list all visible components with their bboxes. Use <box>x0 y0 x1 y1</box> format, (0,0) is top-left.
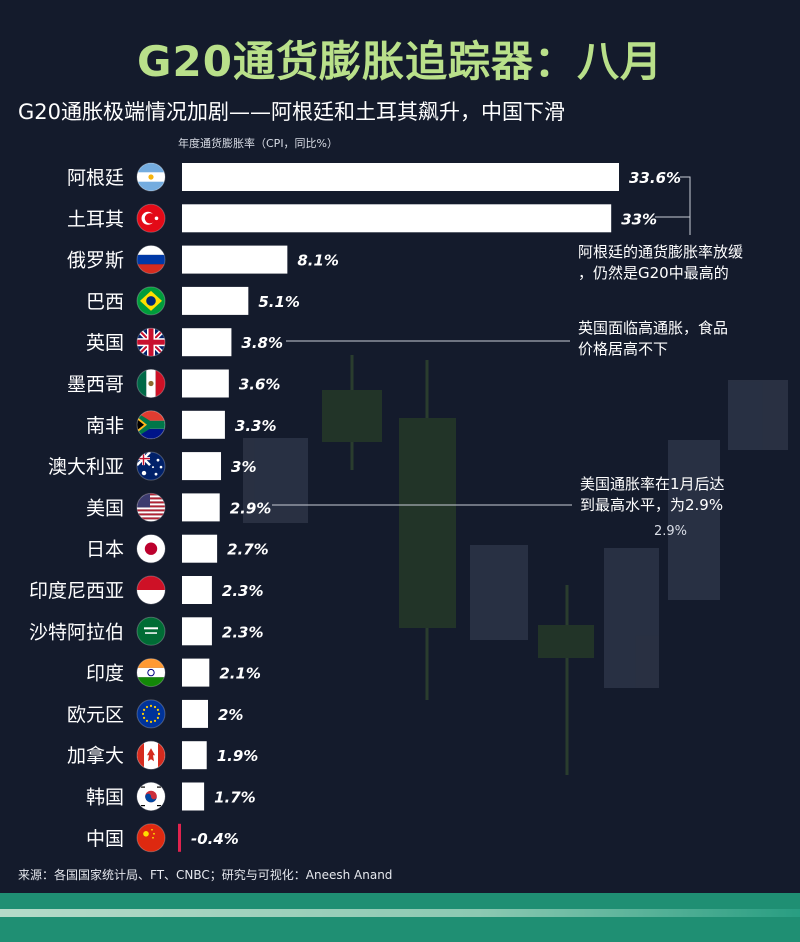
data-label: 1.7% <box>214 789 256 807</box>
category-label: 日本 <box>86 539 124 561</box>
data-label: 2% <box>218 706 243 724</box>
flag-brazil-icon <box>136 286 166 316</box>
data-label: 2.9% <box>230 499 272 517</box>
flag-turkey-icon <box>136 203 166 233</box>
category-label: 俄罗斯 <box>67 250 124 272</box>
data-label: 1.9% <box>217 747 259 765</box>
category-label: 土耳其 <box>67 208 124 230</box>
annotation-uk-line1: 英国面临高通胀，食品 <box>578 319 729 337</box>
category-label: 墨西哥 <box>67 374 124 396</box>
flag-south-africa-icon <box>136 410 166 440</box>
flag-saudi-arabia-icon <box>136 616 166 646</box>
category-label: 欧元区 <box>67 704 124 726</box>
bar <box>182 576 212 604</box>
bar <box>182 658 210 687</box>
bar <box>182 410 225 439</box>
bar <box>182 617 212 646</box>
bar <box>182 204 612 233</box>
annotation-argentina-line2: ，仍然是G20中最高的 <box>578 264 729 282</box>
bar <box>178 823 181 852</box>
data-label: 2.7% <box>227 541 269 559</box>
data-label: -0.4% <box>191 830 239 848</box>
flag-indonesia-icon <box>136 575 166 605</box>
flag-india-icon <box>136 658 166 688</box>
flag-usa-icon <box>136 492 166 522</box>
flag-australia-icon <box>136 451 166 481</box>
category-label: 韩国 <box>86 787 124 809</box>
annotation-usa: 美国通胀率在1月后达 到最高水平，为2.9% <box>580 474 725 516</box>
data-label: 3.8% <box>241 334 283 352</box>
bar <box>182 163 619 191</box>
source-note: 来源：各国国家统计局、FT、CNBC；研究与可视化：Aneesh Anand <box>18 868 393 882</box>
category-label: 中国 <box>86 828 124 850</box>
flag-canada-icon <box>136 740 166 770</box>
annotation-uk-line2: 价格居高不下 <box>578 340 669 358</box>
data-label: 33% <box>621 210 657 228</box>
flag-argentina-icon <box>136 162 166 192</box>
flag-south-korea-icon <box>136 782 166 811</box>
flag-russia-icon <box>136 245 166 275</box>
category-label: 英国 <box>86 332 124 354</box>
bar <box>182 741 207 770</box>
bar <box>182 782 205 811</box>
bar-chart: 阿根廷 33.6% 土耳其 33% 俄罗斯 8.1% 巴西 5.1% 英国 3.8% 墨西哥 3.6%… <box>29 162 681 853</box>
bar <box>182 286 249 315</box>
category-label: 南非 <box>86 415 124 437</box>
data-label: 3% <box>231 458 256 476</box>
flag-china-icon <box>136 823 166 853</box>
chart-subtitle: G20通胀极端情况加剧——阿根廷和土耳其飙升，中国下滑 <box>18 100 565 124</box>
category-label: 美国 <box>86 497 124 519</box>
bar <box>182 534 218 563</box>
data-label: 33.6% <box>629 169 681 187</box>
bar <box>182 328 232 357</box>
bar <box>182 493 220 522</box>
category-label: 印度 <box>86 663 124 685</box>
annotation-usa-sub: 2.9% <box>654 524 688 539</box>
flag-japan-icon <box>136 534 166 564</box>
bar <box>182 699 209 728</box>
data-label: 3.3% <box>235 417 277 435</box>
category-label: 澳大利亚 <box>48 456 124 478</box>
bar <box>182 245 288 274</box>
category-label: 加拿大 <box>67 744 124 767</box>
annotation-bracket-argentina <box>680 176 691 235</box>
x-axis-label: 年度通货膨胀率（CPI，同比%） <box>178 137 339 150</box>
data-label: 5.1% <box>258 293 300 311</box>
annotation-usa-line1: 美国通胀率在1月后达 <box>580 475 725 493</box>
bar <box>182 452 222 481</box>
annotation-argentina: 阿根廷的通货膨胀率放缓 ，仍然是G20中最高的 <box>578 242 743 284</box>
annotation-usa-line2: 到最高水平，为2.9% <box>580 496 724 514</box>
data-label: 8.1% <box>297 252 339 270</box>
chart-title: G20通货膨胀追踪器：八月 <box>137 37 663 86</box>
flag-uk-icon <box>136 327 166 357</box>
annotation-argentina-line1: 阿根廷的通货膨胀率放缓 <box>578 243 744 261</box>
category-label: 印度尼西亚 <box>29 580 124 602</box>
flag-eu-icon <box>136 699 166 729</box>
category-label: 沙特阿拉伯 <box>29 621 124 643</box>
data-label: 2.3% <box>222 623 264 641</box>
category-label: 阿根廷 <box>67 167 124 189</box>
flag-mexico-icon <box>136 369 166 398</box>
data-label: 2.1% <box>219 665 261 683</box>
data-label: 3.6% <box>239 376 281 394</box>
annotation-uk: 英国面临高通胀，食品 价格居高不下 <box>578 318 728 360</box>
category-label: 巴西 <box>86 291 124 313</box>
bottom-band <box>0 893 800 942</box>
data-label: 2.3% <box>222 582 264 600</box>
bar <box>182 369 229 398</box>
